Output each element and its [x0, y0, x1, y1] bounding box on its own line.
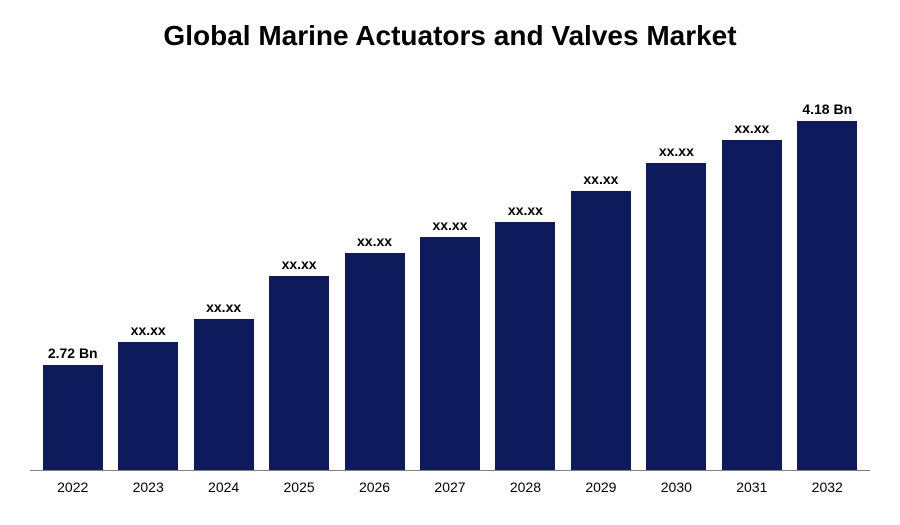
bar-group: xx.xx	[189, 82, 258, 470]
x-axis-label: 2027	[415, 479, 484, 495]
bar	[118, 342, 178, 470]
bars-container: 2.72 Bn xx.xx xx.xx xx.xx xx.xx xx.xx xx.xx xx.…	[30, 82, 870, 471]
x-axis-label: 2028	[491, 479, 560, 495]
bar-value-label: xx.xx	[659, 143, 694, 159]
chart-title: Global Marine Actuators and Valves Marke…	[30, 20, 870, 52]
bar	[722, 140, 782, 470]
x-axis-label: 2030	[642, 479, 711, 495]
bar	[345, 253, 405, 470]
bar	[269, 276, 329, 470]
bar	[571, 191, 631, 470]
bar-value-label: xx.xx	[508, 202, 543, 218]
bar-group: xx.xx	[340, 82, 409, 470]
bar-value-label: xx.xx	[282, 256, 317, 272]
x-axis: 2022 2023 2024 2025 2026 2027 2028 2029 2030 2031…	[30, 471, 870, 495]
x-axis-label: 2031	[717, 479, 786, 495]
bar-value-label: xx.xx	[357, 233, 392, 249]
bar-value-label: 2.72 Bn	[48, 345, 98, 361]
x-axis-label: 2024	[189, 479, 258, 495]
bar	[420, 237, 480, 470]
bar-value-label: 4.18 Bn	[802, 101, 852, 117]
bar	[646, 163, 706, 470]
bar-group: xx.xx	[264, 82, 333, 470]
bar-group: 2.72 Bn	[38, 82, 107, 470]
bar	[194, 319, 254, 470]
x-axis-label: 2025	[264, 479, 333, 495]
bar	[43, 365, 103, 470]
x-axis-label: 2032	[793, 479, 862, 495]
bar-value-label: xx.xx	[206, 299, 241, 315]
bar-value-label: xx.xx	[432, 217, 467, 233]
bar-group: 4.18 Bn	[793, 82, 862, 470]
bar-group: xx.xx	[415, 82, 484, 470]
x-axis-label: 2022	[38, 479, 107, 495]
bar	[495, 222, 555, 470]
bar-group: xx.xx	[566, 82, 635, 470]
bar-group: xx.xx	[642, 82, 711, 470]
bar-value-label: xx.xx	[131, 322, 166, 338]
bar-group: xx.xx	[717, 82, 786, 470]
x-axis-label: 2023	[113, 479, 182, 495]
bar	[797, 121, 857, 470]
x-axis-label: 2026	[340, 479, 409, 495]
chart-area: 2.72 Bn xx.xx xx.xx xx.xx xx.xx xx.xx xx.xx xx.…	[30, 82, 870, 495]
bar-group: xx.xx	[113, 82, 182, 470]
x-axis-label: 2029	[566, 479, 635, 495]
bar-group: xx.xx	[491, 82, 560, 470]
bar-value-label: xx.xx	[583, 171, 618, 187]
bar-value-label: xx.xx	[734, 120, 769, 136]
